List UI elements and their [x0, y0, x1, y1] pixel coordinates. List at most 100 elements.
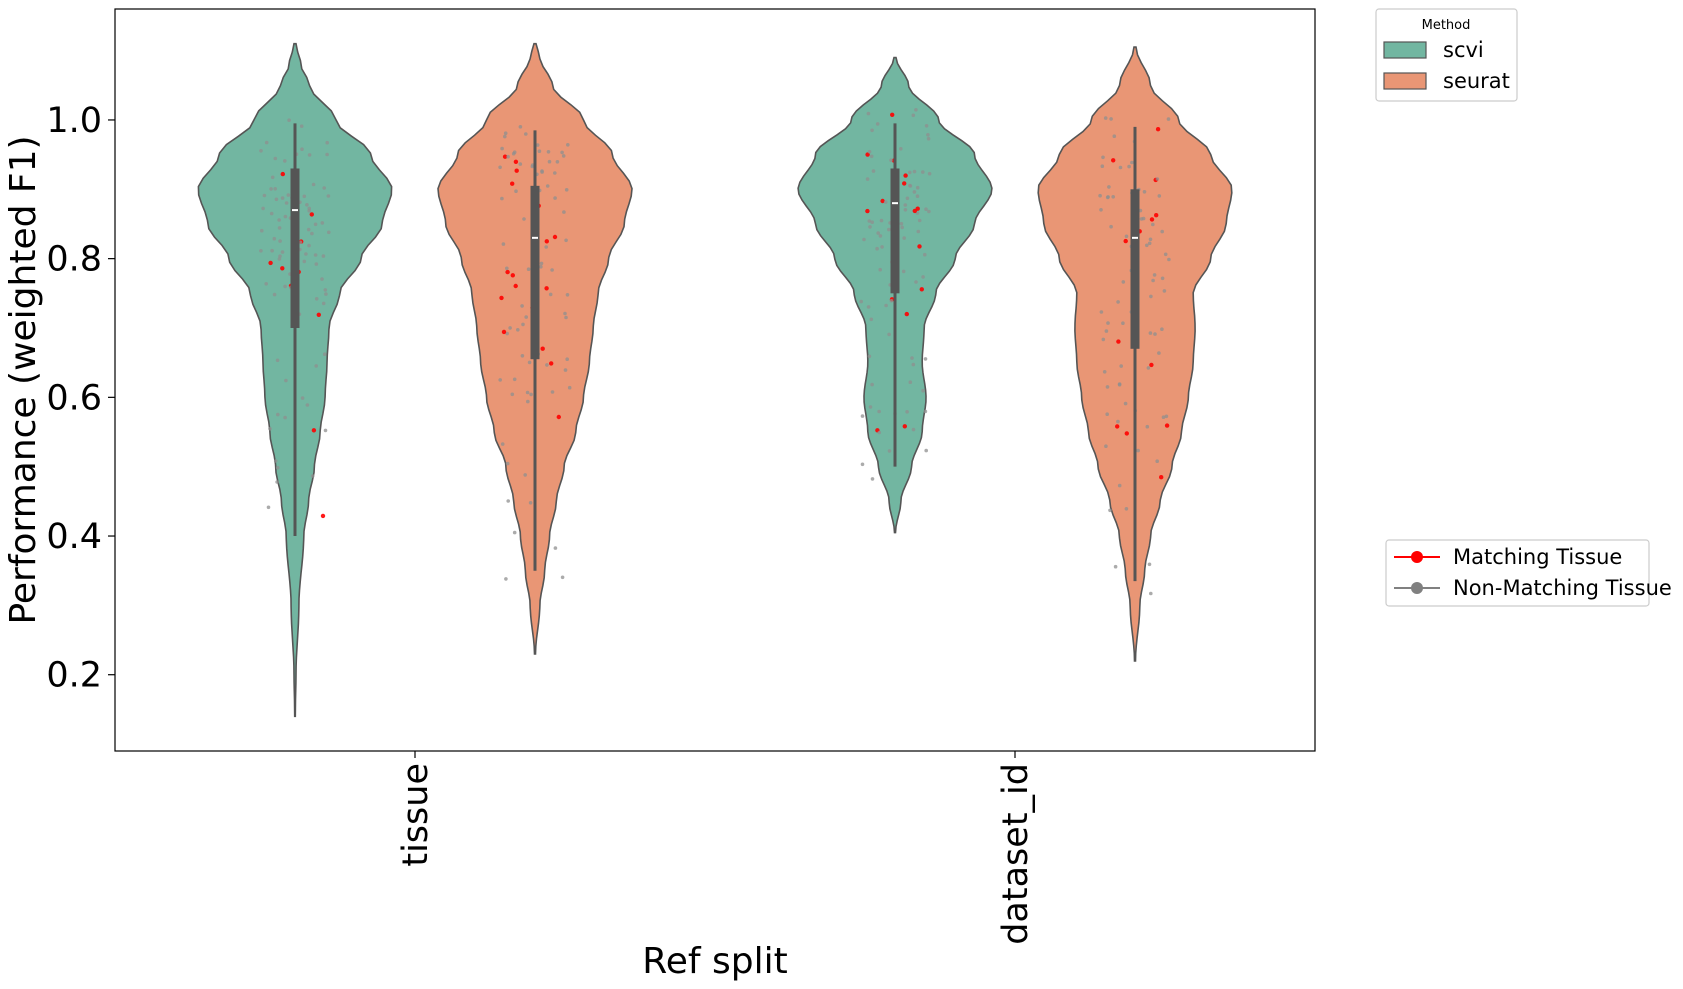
data-point [866, 305, 871, 309]
data-point [540, 170, 544, 174]
data-point [1116, 419, 1120, 424]
data-point [908, 170, 912, 175]
tissue-match-legend: Matching Tissue Non-Matching Tissue [1385, 539, 1672, 607]
data-point [901, 269, 906, 274]
data-point [314, 262, 319, 266]
data-point [915, 185, 920, 190]
data-point [274, 197, 279, 202]
data-point [277, 226, 282, 230]
data-point [887, 449, 892, 453]
data-point [868, 225, 872, 229]
data-point [1116, 339, 1121, 344]
data-point [273, 156, 278, 161]
data-point [545, 184, 550, 188]
data-point [1139, 217, 1144, 221]
data-point [859, 299, 863, 304]
data-point [1127, 164, 1131, 169]
data-point [1115, 424, 1120, 429]
data-point [899, 147, 903, 151]
data-point [540, 346, 545, 351]
data-point [513, 283, 518, 289]
method-legend: Method scvi seurat [1375, 8, 1518, 102]
data-point [510, 181, 515, 186]
legend-label-matching: Matching Tissue [1453, 545, 1622, 569]
data-point [1142, 190, 1147, 194]
data-point [1157, 194, 1162, 198]
data-point [1147, 241, 1152, 246]
data-point [270, 175, 275, 180]
box-layer [290, 123, 1140, 582]
data-point [1112, 134, 1117, 138]
data-point [921, 388, 925, 393]
data-point [500, 442, 505, 446]
data-point [548, 292, 553, 297]
data-point [865, 177, 870, 181]
data-point [868, 405, 873, 409]
data-point [1124, 431, 1130, 436]
data-point [275, 480, 279, 484]
data-point [1151, 222, 1155, 227]
data-point [1099, 310, 1104, 314]
data-point [503, 134, 507, 139]
data-point [903, 173, 908, 178]
data-point [553, 171, 557, 175]
data-point [546, 150, 551, 154]
data-point [1124, 234, 1129, 239]
data-point [321, 254, 326, 258]
data-point [320, 513, 326, 519]
data-point [514, 168, 519, 173]
data-point [1145, 424, 1150, 429]
data-point [1117, 483, 1122, 488]
data-point [912, 169, 917, 174]
data-point [514, 189, 518, 193]
data-point [1116, 300, 1120, 304]
data-point [1146, 366, 1151, 370]
data-point [547, 159, 552, 164]
data-point [867, 149, 872, 154]
data-point [506, 154, 510, 159]
legend-swatch-seurat [1383, 72, 1427, 90]
data-point [923, 357, 928, 361]
data-point [927, 209, 931, 214]
data-point [919, 287, 924, 292]
data-point [505, 269, 510, 275]
data-point [1100, 164, 1105, 168]
data-point [878, 267, 882, 272]
y-tick-label: 0.2 [46, 656, 102, 696]
data-point [926, 133, 930, 137]
data-point [499, 295, 504, 301]
data-point [565, 357, 569, 362]
data-point [565, 293, 570, 297]
data-point [865, 152, 870, 157]
data-point [286, 193, 291, 197]
data-point [903, 208, 908, 212]
data-point [273, 459, 278, 463]
data-point [870, 382, 874, 387]
data-point [283, 284, 287, 289]
data-point [1107, 185, 1111, 189]
data-point [273, 187, 278, 191]
data-point [866, 111, 871, 116]
data-point [545, 363, 549, 367]
data-point [1099, 208, 1103, 212]
data-point [560, 150, 564, 155]
data-point [884, 303, 888, 308]
data-point [1103, 116, 1108, 120]
data-point [869, 154, 874, 159]
data-point [305, 403, 310, 407]
data-point [316, 312, 321, 317]
data-point [510, 392, 515, 397]
y-axis: 0.2 0.4 0.6 0.8 1.0 [46, 101, 115, 696]
data-point [505, 266, 509, 271]
data-point [269, 187, 273, 191]
data-point [911, 362, 916, 367]
data-point [1102, 370, 1107, 374]
data-point [1154, 213, 1159, 218]
data-point [1164, 423, 1170, 428]
data-point [284, 378, 288, 383]
data-point [1159, 475, 1164, 480]
data-point [530, 164, 535, 169]
data-point [270, 248, 274, 253]
legend-marker-non-matching [1411, 582, 1423, 594]
